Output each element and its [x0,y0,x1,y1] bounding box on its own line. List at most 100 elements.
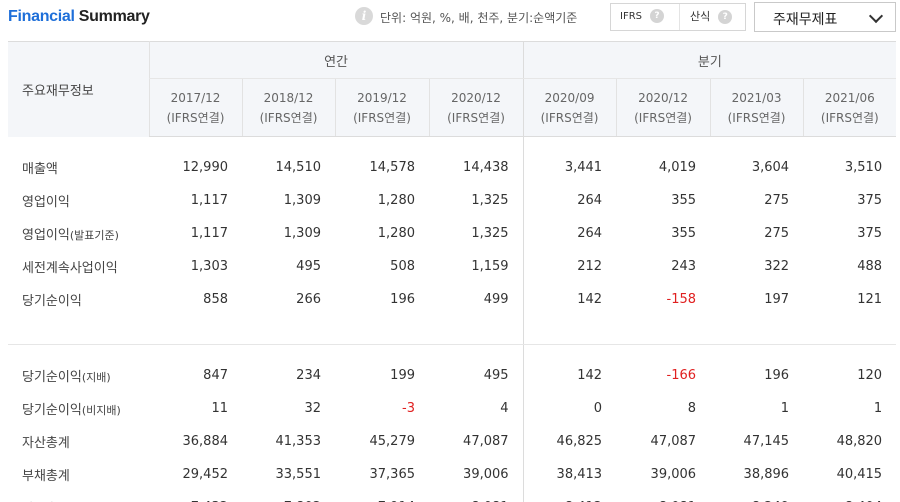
table-cell: 32 [304,400,321,416]
row-spacer [8,136,896,151]
row-label: 영업이익(발표기준) [8,217,149,250]
column-basis: (IFRS연결) [540,110,599,125]
column-header: 2019/12 (IFRS연결) [334,78,429,137]
table-cell: 375 [857,225,883,241]
table-cell: 212 [522,249,617,283]
table-cell: 495 [296,258,321,274]
column-period: 2019/12 [357,90,407,105]
row-label-text: 영업이익 [22,227,70,243]
column-basis: (IFRS연결) [634,110,692,125]
table-cell: 39,006 [463,466,509,482]
row-label-text: 세전계속사업이익 [22,260,118,276]
table-cell: 38,896 [743,466,790,482]
table-row: 부채총계 29,452 33,551 37,365 39,006 38,413 39,006… [8,457,896,491]
formula-label: 산식 [690,10,711,23]
table-cell: 40,415 [836,466,883,482]
statement-select[interactable]: 주재무제표 [754,2,896,32]
info-icon[interactable]: i [355,7,373,25]
table-cell: 4 [500,400,509,416]
column-basis: (IFRS연결) [447,110,505,125]
column-period: 2020/12 [451,90,501,105]
row-spacer [8,315,897,345]
row-label: 당기순이익(지배) [8,359,149,392]
unit-text: 단위: 억원, %, 배, 천주, 분기:순액기준 [380,11,578,25]
row-header-label: 주요재무정보 [8,41,149,137]
table-cell: 48,820 [836,433,883,449]
table-cell: 1,325 [471,192,509,208]
column-period: 2020/12 [638,90,688,105]
help-icon[interactable]: ? [718,10,733,24]
table-cell: 1,309 [283,192,321,208]
header-bar: Financial Summary i 단위: 억원, %, 배, 천주, 분기… [0,0,900,36]
column-basis: (IFRS연결) [259,110,318,125]
row-label-suffix: (비지배) [81,403,121,417]
table-cell: 858 [203,291,228,307]
column-period: 2020/09 [544,90,595,105]
table-row: 영업이익(발표기준) 1,117 1,309 1,280 1,325 264 355 275 3… [8,216,896,250]
column-period: 2017/12 [170,90,221,105]
table-cell: 199 [390,367,415,383]
row-label: 영업이익 [8,184,149,217]
row-label-text: 당기순이익 [22,402,82,418]
column-basis: (IFRS연결) [166,110,225,125]
row-label-text: 부채총계 [22,468,70,484]
table-cell: 355 [671,192,697,208]
table-cell: 1,159 [471,258,509,274]
column-header: 2020/12 (IFRS연결) [615,78,711,137]
row-label: 매출액 [8,151,149,184]
table-row: 당기순이익 858 266 196 499 142 -158 197 121 [8,282,896,316]
table-cell: 275 [764,225,790,241]
table-cell: 1,117 [190,225,228,241]
table-cell: 488 [857,258,883,274]
table-row: 매출액 12,990 14,510 14,578 14,438 3,441 4,019 3,6… [8,150,896,184]
table-cell: 11 [211,400,228,416]
column-basis: (IFRS연결) [353,110,411,125]
table-cell: 142 [522,358,617,392]
table-cell: 375 [857,192,883,208]
row-label-suffix: (지배) [81,370,111,384]
title-summary: Summary [74,8,150,25]
column-period: 2021/06 [824,90,875,105]
table-cell: 234 [296,367,321,383]
table-cell: 196 [764,367,790,383]
chevron-down-icon [868,8,884,24]
table-cell: 36,884 [182,433,229,449]
table-cell: 41,353 [275,433,322,449]
column-header: 2020/12 (IFRS연결) [428,78,524,137]
table-cell: 264 [522,216,617,250]
row-label: 자산총계 [8,425,149,458]
help-icon[interactable]: ? [650,9,664,23]
basis-toggle: IFRS? 산식? [610,3,746,31]
table-body: 매출액 12,990 14,510 14,578 14,438 3,441 4,019 3,6… [8,136,897,502]
table-cell: 121 [857,291,883,307]
period-header-row: 2017/12 (IFRS연결) 2018/12 (IFRS연결) 2019/12 (IF… [8,78,897,137]
table-cell: 264 [522,183,617,217]
table-cell: 1,303 [190,258,228,274]
table-cell: 12,990 [182,159,229,175]
page-title: Financial Summary [8,8,150,26]
row-spacer [8,344,896,359]
table-cell: 7,432 [149,491,242,502]
formula-option[interactable]: 산식? [679,4,745,30]
title-financial: Financial [8,8,75,25]
ifrs-option[interactable]: IFRS? [611,4,679,30]
table-cell: 1,280 [377,225,415,241]
ifrs-label: IFRS [620,11,642,22]
row-label: 자본총계 [8,491,149,502]
table-row: 자산총계 36,884 41,353 45,279 47,087 46,825 47,087… [8,424,896,458]
column-header: 2020/09 (IFRS연결) [522,78,617,137]
table-cell: 37,365 [369,466,416,482]
table-cell: 38,413 [522,457,617,491]
table-cell: -3 [402,400,415,416]
table-cell: 499 [483,291,509,307]
row-label-text: 매출액 [22,161,58,177]
table-cell: 29,452 [182,466,229,482]
table-cell: 1 [780,400,790,416]
table-cell: 197 [764,291,790,307]
row-label-suffix: (발표기준) [69,228,119,242]
table-cell: 3,510 [844,159,883,175]
table-cell: 33,551 [275,466,322,482]
column-period: 2021/03 [731,90,782,105]
row-label: 세전계속사업이익 [8,250,149,283]
table-cell: 847 [203,367,228,383]
